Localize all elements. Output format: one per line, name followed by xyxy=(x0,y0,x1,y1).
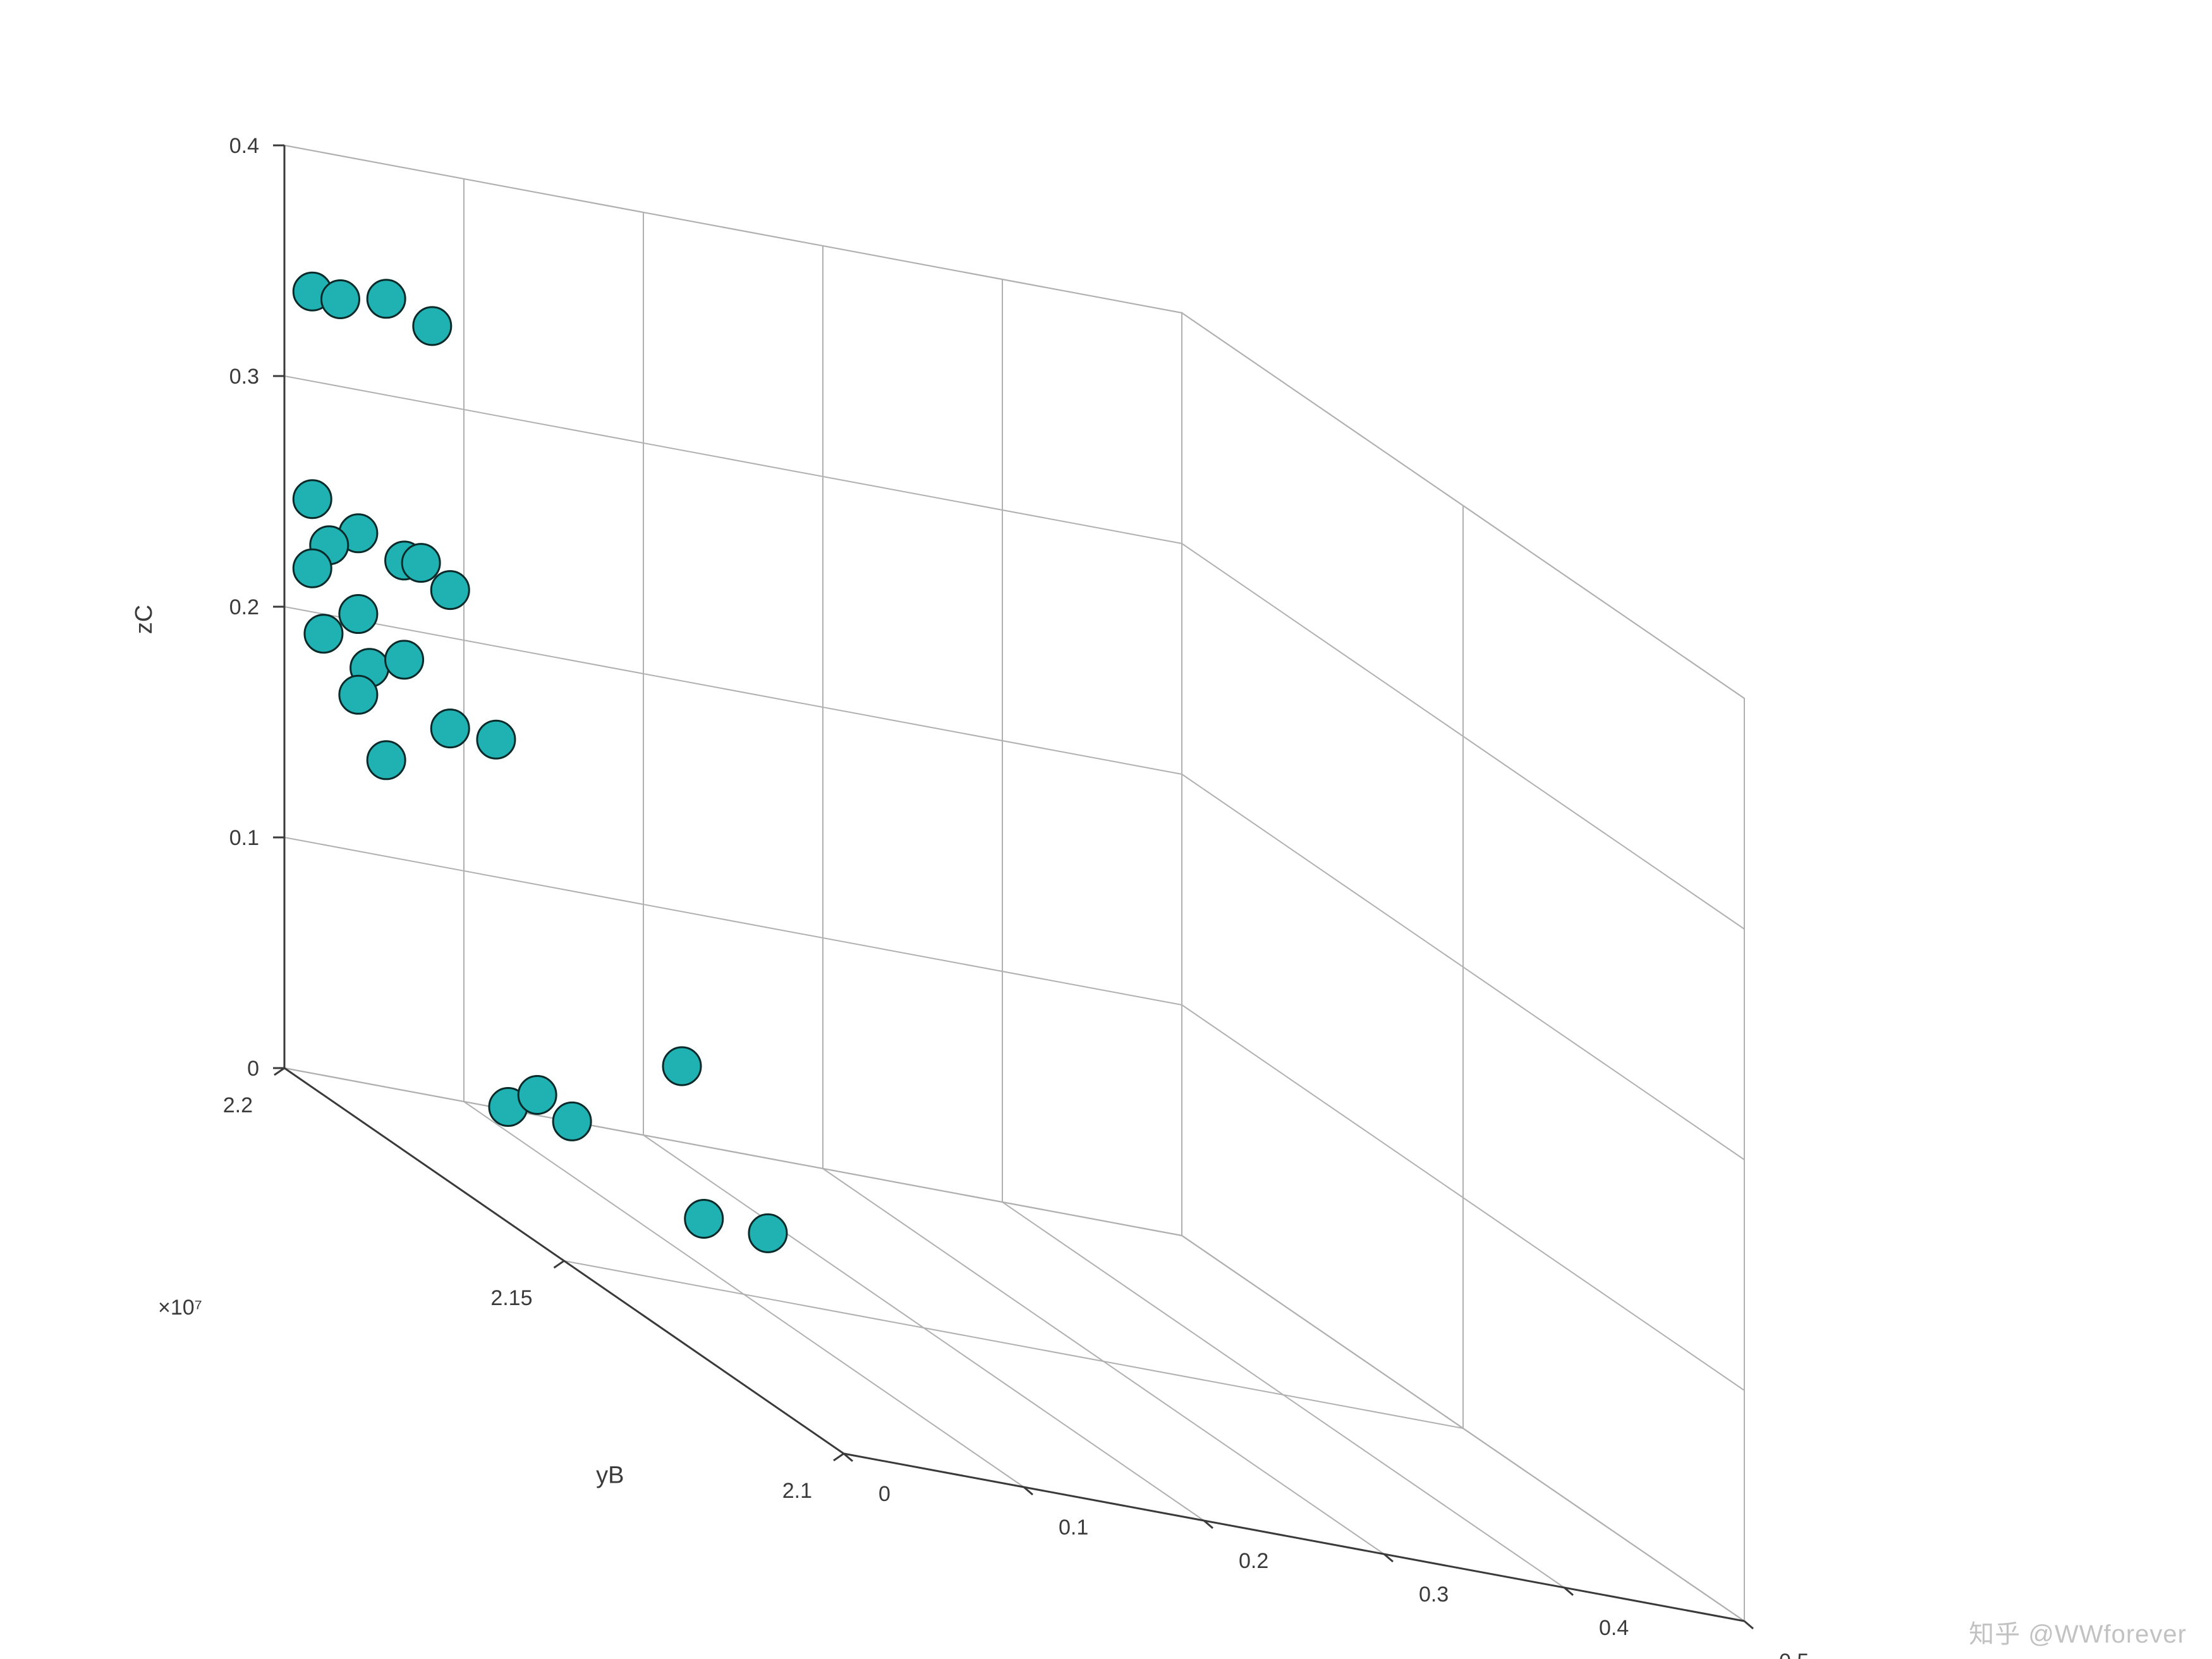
chart-svg: 0 0.1 0.2 0.3 0.4 2.1 2.15 2.2 0 0.1 0.2 0.3 0.4 0.5 z… xyxy=(0,0,2212,1659)
data-points xyxy=(293,272,787,1252)
y-tick-label: 2.1 xyxy=(782,1479,812,1503)
data-point xyxy=(367,280,405,318)
data-point xyxy=(685,1200,723,1238)
data-point xyxy=(339,595,377,633)
x-tick-label: 0.5 xyxy=(1779,1650,1809,1659)
x-tick-label: 0.3 xyxy=(1419,1583,1449,1607)
y-exponent-label: ×10⁷ xyxy=(158,1296,202,1320)
walls xyxy=(284,145,1744,1621)
data-point xyxy=(386,641,423,679)
z-tick-label: 0.4 xyxy=(229,134,259,158)
scatter3d-chart: 0 0.1 0.2 0.3 0.4 2.1 2.15 2.2 0 0.1 0.2 0.3 0.4 0.5 z… xyxy=(0,0,2212,1659)
data-point xyxy=(402,544,440,582)
x-tick-label: 0.1 xyxy=(1059,1516,1088,1540)
data-point xyxy=(413,307,451,345)
tick-labels: 0 0.1 0.2 0.3 0.4 2.1 2.15 2.2 0 0.1 0.2 0.3 0.4 0.5 z… xyxy=(131,134,1809,1659)
data-point xyxy=(367,741,405,779)
z-tick-label: 0.3 xyxy=(229,365,259,389)
x-tick-label: 0.4 xyxy=(1599,1616,1629,1640)
data-point xyxy=(293,549,331,587)
z-tick-label: 0 xyxy=(247,1057,259,1081)
gridlines xyxy=(284,145,1744,1621)
data-point xyxy=(305,615,343,653)
data-point xyxy=(431,571,469,609)
data-point xyxy=(749,1214,787,1252)
data-point xyxy=(663,1047,701,1085)
y-tick-label: 2.15 xyxy=(490,1286,532,1310)
data-point xyxy=(431,710,469,748)
z-axis-label: zC xyxy=(131,605,157,634)
z-tick-label: 0.1 xyxy=(229,826,259,850)
z-tick-label: 0.2 xyxy=(229,595,259,619)
data-point xyxy=(477,720,515,758)
data-point xyxy=(339,676,377,714)
data-point xyxy=(293,480,331,518)
data-point xyxy=(518,1076,556,1114)
y-axis-label: yB xyxy=(596,1462,624,1489)
x-tick-label: 0.2 xyxy=(1239,1549,1268,1573)
x-tick-label: 0 xyxy=(878,1482,890,1506)
data-point xyxy=(553,1102,591,1140)
axes xyxy=(273,145,1753,1629)
data-point xyxy=(322,281,360,319)
y-tick-label: 2.2 xyxy=(223,1093,253,1117)
